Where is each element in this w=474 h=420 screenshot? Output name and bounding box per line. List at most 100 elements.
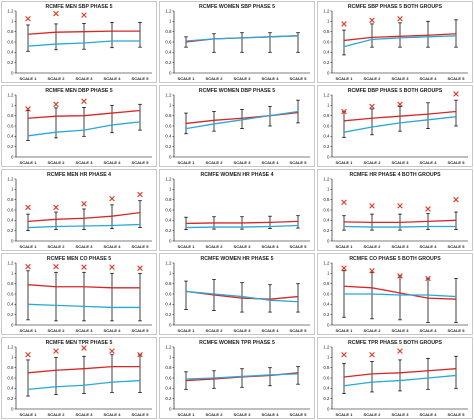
y-tick-label: 0.2 [323,60,330,65]
x-tick-label: SCALE 3 [76,244,94,249]
y-tick-label: 0 [327,70,330,75]
x-marker [81,264,87,270]
x-marker-stroke [81,12,87,18]
y-tick-label: 0.8 [165,365,172,370]
y-tick-label: 0.4 [323,302,330,307]
y-tick-label: 0.8 [323,29,330,34]
y-tick-label: 0.6 [165,39,172,44]
x-tick-label: SCALE 3 [76,160,94,165]
y-tick-label: 1.2 [165,176,172,181]
y-tick-label: 0.8 [7,29,14,34]
series-line-red [27,284,140,289]
y-tick-label: 0.2 [7,60,14,65]
series-line-red [185,290,299,300]
series-line-red [343,33,457,42]
chart-title: RCMFE TPR PHASE 5 BOTH GROUPS [348,340,442,346]
x-marker [25,351,31,358]
x-tick-label: SCALE 2 [206,160,224,165]
series-line-blue [343,116,457,133]
series-line-red [185,220,299,225]
x-marker-stroke [53,101,59,108]
y-tick-label: 1 [11,355,14,360]
x-marker [25,204,31,211]
chart-title: RCMFE MEN DBP PHASE 5 [45,88,113,94]
y-tick-label: 0 [327,154,330,159]
x-tick-label: SCALE 3 [76,328,94,333]
x-marker [81,12,87,18]
x-tick-label: SCALE 5 [132,76,150,81]
series-line-blue [27,121,141,137]
x-marker-stroke [25,263,31,270]
series-line-red [343,368,457,378]
x-tick-label: SCALE 4 [420,76,438,81]
y-tick-label: 0.6 [165,207,172,212]
chart-title: RCMFE WOMEN HR PHASE 5 [200,256,274,262]
chart-svg: 0 0.2 0.4 0.6 0.8 1 1.2 SCALE 1 SCALE 2 SCALE 3 SC… [165,176,310,249]
y-tick-label: 1 [327,19,330,24]
x-marker-stroke [25,106,31,112]
y-tick-label: 0.8 [7,113,14,118]
chart-panel: RCMFE CO PHASE 5 BOTH GROUPS 0 0.2 0.4 0.6 0.… [317,253,473,335]
x-tick-label: SCALE 4 [262,160,280,165]
x-marker-stroke [453,196,459,203]
series-line-blue [185,373,299,380]
chart-panel: RCMFE MEN SBP PHASE 5 0 0.2 0.4 0.6 0.8 1 1.2 SC… [1,1,157,83]
chart-svg: 0 0.2 0.4 0.6 0.8 1 1.2 SCALE 1 SCALE 2 SCALE 3 SC… [165,92,310,165]
x-marker-stroke [109,348,115,354]
x-marker [397,203,403,209]
series-line-blue [185,110,299,130]
x-tick-label: SCALE 3 [76,76,94,81]
y-tick-label: 0.4 [165,134,172,139]
y-tick-label: 0.8 [165,197,172,202]
x-tick-label: SCALE 1 [178,160,196,165]
y-tick-label: 0.6 [323,375,330,380]
series-line-blue [185,224,299,229]
series-line-red [27,365,140,374]
y-tick-label: 0 [11,70,14,75]
chart-title: RCMFE MEN TPR PHASE 5 [45,340,113,346]
y-tick-label: 1 [169,103,172,108]
chart-svg: 0 0.2 0.4 0.6 0.8 1 1.2 SCALE 1 SCALE 2 SCALE 3 SC… [165,260,310,333]
x-tick-label: SCALE 2 [48,76,66,81]
y-tick-label: 1 [169,271,172,276]
x-marker [425,275,431,282]
x-marker-stroke [341,351,347,358]
series-line-blue [343,35,457,48]
x-marker [453,91,459,97]
x-tick-label: SCALE 4 [104,244,122,249]
x-tick-label: SCALE 1 [20,412,38,417]
x-tick-label: SCALE 5 [132,328,150,333]
x-marker-stroke [369,17,375,24]
series-line-blue [185,35,299,42]
x-tick-label: SCALE 2 [48,412,66,417]
chart-title: RCMFE WOMEN TPR PHASE 5 [199,340,275,346]
x-marker-stroke [397,273,403,279]
x-tick-label: SCALE 1 [178,76,196,81]
x-marker [137,265,143,271]
x-tick-label: SCALE 1 [20,328,38,333]
chart-title: RCMFE WOMEN HR PHASE 4 [200,172,274,178]
x-tick-label: SCALE 5 [132,412,150,417]
x-marker-stroke [25,15,31,22]
y-tick-label: 1 [11,19,14,24]
chart-panel: RCMFE TPR PHASE 5 BOTH GROUPS 0 0.2 0.4 0.6 0… [317,337,473,419]
y-tick-label: 0.8 [165,281,172,286]
x-marker [453,196,459,203]
x-tick-label: SCALE 1 [178,244,196,249]
x-marker-stroke [341,199,347,206]
x-marker [81,345,87,351]
x-tick-label: SCALE 5 [448,412,466,417]
x-marker [53,101,59,108]
x-tick-label: SCALE 1 [178,412,196,417]
y-tick-label: 1.2 [323,260,330,265]
chart-title: RCMFE MEN CO PHASE 5 [46,256,112,262]
x-marker-stroke [25,204,31,211]
x-tick-label: SCALE 1 [178,328,196,333]
y-tick-label: 0.4 [7,50,14,55]
y-tick-label: 1.2 [323,92,330,97]
y-tick-label: 0.2 [7,228,14,233]
x-marker [369,17,375,24]
x-marker-stroke [53,263,59,270]
x-tick-label: SCALE 3 [234,160,252,165]
y-tick-label: 0 [11,238,14,243]
